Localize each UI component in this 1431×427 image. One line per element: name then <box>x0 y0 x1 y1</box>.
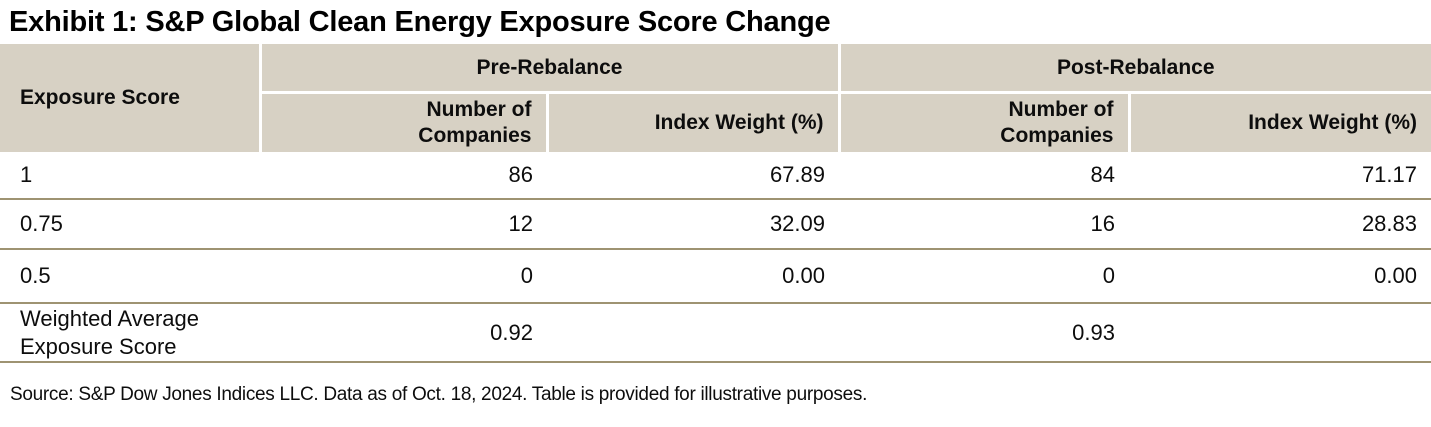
cell-post-weight-empty <box>1129 303 1431 363</box>
header-pre-number-of-companies: Number of Companies <box>258 92 547 152</box>
header-group-post-rebalance: Post-Rebalance <box>837 44 1431 94</box>
table-row: 0.75 12 32.09 16 28.83 <box>0 199 1431 250</box>
cell-pre-weighted-average: 0.92 <box>260 303 547 363</box>
table-header: Exposure Score Pre-Rebalance Post-Rebala… <box>0 44 1431 152</box>
source-note: Source: S&P Dow Jones Indices LLC. Data … <box>10 384 868 405</box>
table-row: 0.5 0 0.00 0 0.00 <box>0 249 1431 304</box>
cell-exposure-score: 1 <box>0 152 260 200</box>
cell-post-weight: 71.17 <box>1129 152 1431 200</box>
cell-post-weight: 28.83 <box>1129 199 1431 250</box>
cell-pre-weight-empty <box>547 303 839 363</box>
cell-weighted-average-label: Weighted Average Exposure Score <box>0 303 260 363</box>
exposure-score-table: Exposure Score Pre-Rebalance Post-Rebala… <box>0 44 1431 363</box>
cell-pre-weight: 32.09 <box>547 199 839 250</box>
cell-exposure-score: 0.75 <box>0 199 260 250</box>
cell-post-companies: 84 <box>839 152 1129 200</box>
cell-post-weight: 0.00 <box>1129 249 1431 304</box>
cell-pre-companies: 0 <box>260 249 547 304</box>
cell-post-companies: 0 <box>839 249 1129 304</box>
table-row-weighted-average: Weighted Average Exposure Score 0.92 0.9… <box>0 303 1431 363</box>
header-exposure-score: Exposure Score <box>0 44 260 152</box>
header-pre-index-weight: Index Weight (%) <box>545 92 839 152</box>
cell-pre-weight: 67.89 <box>547 152 839 200</box>
cell-post-weighted-average: 0.93 <box>839 303 1129 363</box>
cell-post-companies: 16 <box>839 199 1129 250</box>
header-post-number-of-companies: Number of Companies <box>837 92 1129 152</box>
cell-exposure-score: 0.5 <box>0 249 260 304</box>
cell-pre-weight: 0.00 <box>547 249 839 304</box>
header-post-index-weight: Index Weight (%) <box>1127 92 1431 152</box>
header-group-pre-rebalance: Pre-Rebalance <box>258 44 839 94</box>
table-row: 1 86 67.89 84 71.17 <box>0 152 1431 200</box>
cell-pre-companies: 12 <box>260 199 547 250</box>
table-body: 1 86 67.89 84 71.17 0.75 12 32.09 16 28.… <box>0 152 1431 363</box>
exhibit-title: Exhibit 1: S&P Global Clean Energy Expos… <box>9 6 831 38</box>
cell-pre-companies: 86 <box>260 152 547 200</box>
